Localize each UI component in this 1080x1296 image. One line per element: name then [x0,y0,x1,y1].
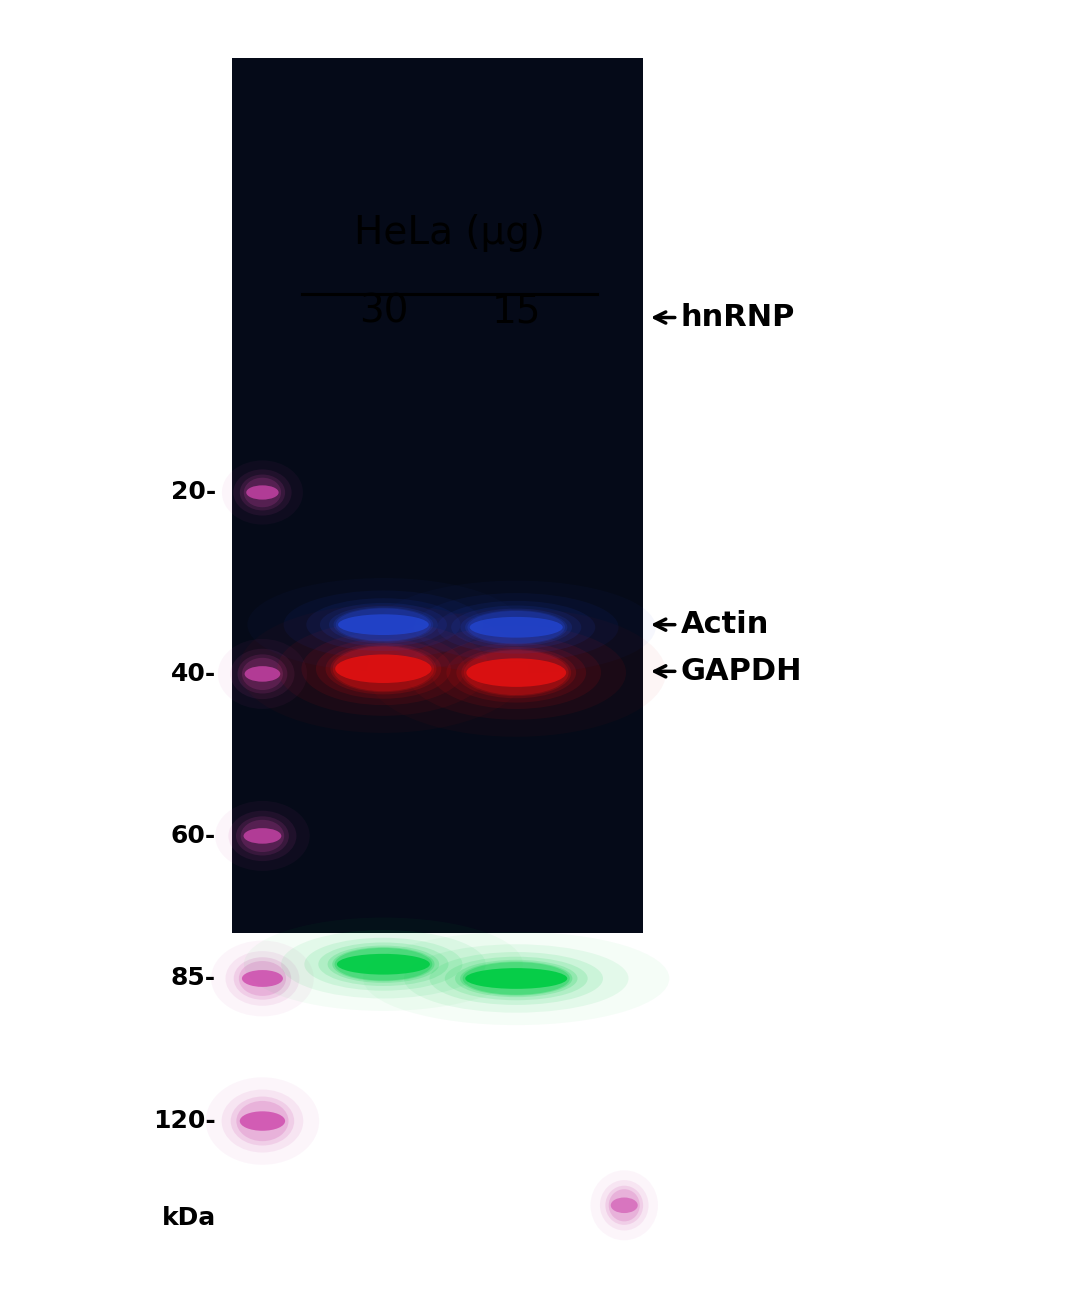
Ellipse shape [215,801,310,871]
Ellipse shape [205,1077,320,1165]
Ellipse shape [455,960,578,997]
Text: 40-: 40- [171,662,216,686]
Ellipse shape [334,608,433,642]
Text: hnRNP: hnRNP [654,303,795,332]
Ellipse shape [335,654,432,683]
Ellipse shape [281,931,486,998]
Ellipse shape [461,649,571,696]
Ellipse shape [230,649,295,699]
Ellipse shape [600,1181,648,1230]
Ellipse shape [226,951,299,1006]
Ellipse shape [468,610,565,644]
Ellipse shape [244,478,281,507]
Ellipse shape [414,594,619,661]
Ellipse shape [451,605,581,649]
Ellipse shape [233,469,292,516]
Ellipse shape [338,614,429,635]
Ellipse shape [242,969,283,988]
Ellipse shape [244,666,281,682]
Ellipse shape [462,962,570,995]
Ellipse shape [316,639,450,699]
Ellipse shape [235,816,289,855]
Ellipse shape [221,1090,303,1152]
Ellipse shape [222,460,302,525]
Ellipse shape [437,601,595,653]
Ellipse shape [406,626,626,719]
Text: 30: 30 [359,292,408,330]
Ellipse shape [212,941,314,1016]
Text: GAPDH: GAPDH [654,657,801,686]
Ellipse shape [333,947,434,981]
Ellipse shape [240,1112,285,1130]
Ellipse shape [238,654,287,693]
Ellipse shape [336,608,431,642]
Ellipse shape [229,811,296,861]
Ellipse shape [460,962,572,995]
Ellipse shape [319,942,448,986]
Ellipse shape [330,645,436,692]
Ellipse shape [233,958,292,999]
Ellipse shape [307,599,460,651]
Text: kDa: kDa [162,1207,216,1230]
Text: 20-: 20- [171,481,216,504]
Ellipse shape [431,636,602,709]
Ellipse shape [460,609,572,645]
Ellipse shape [463,651,569,695]
Ellipse shape [335,947,432,981]
Text: HeLa (μg): HeLa (μg) [354,214,545,253]
Ellipse shape [333,647,434,691]
Text: 60-: 60- [171,824,216,848]
Ellipse shape [325,643,442,695]
Ellipse shape [327,946,440,982]
Text: 15: 15 [491,292,541,330]
Ellipse shape [320,603,447,647]
Ellipse shape [241,820,284,851]
Ellipse shape [446,643,586,702]
Ellipse shape [457,647,576,699]
Ellipse shape [337,954,430,975]
Ellipse shape [246,485,279,500]
Text: 120-: 120- [153,1109,216,1133]
Ellipse shape [237,1100,288,1142]
Ellipse shape [470,617,563,638]
Ellipse shape [329,607,437,643]
Ellipse shape [278,622,489,715]
Ellipse shape [430,953,603,1004]
Ellipse shape [591,1170,658,1240]
Ellipse shape [467,658,566,687]
Ellipse shape [305,938,462,990]
Ellipse shape [605,1186,644,1225]
Ellipse shape [609,1190,639,1221]
Ellipse shape [465,610,567,644]
Ellipse shape [465,968,567,989]
Ellipse shape [240,474,285,511]
Ellipse shape [239,962,286,995]
Ellipse shape [284,591,483,658]
Text: Actin: Actin [654,610,769,639]
Ellipse shape [244,828,281,844]
Text: 85-: 85- [171,967,216,990]
Ellipse shape [301,632,465,705]
Bar [232,58,643,933]
Ellipse shape [218,639,307,709]
Ellipse shape [445,956,588,1001]
Ellipse shape [231,1096,294,1146]
Ellipse shape [611,1198,637,1213]
Ellipse shape [404,945,629,1012]
Ellipse shape [242,658,283,689]
